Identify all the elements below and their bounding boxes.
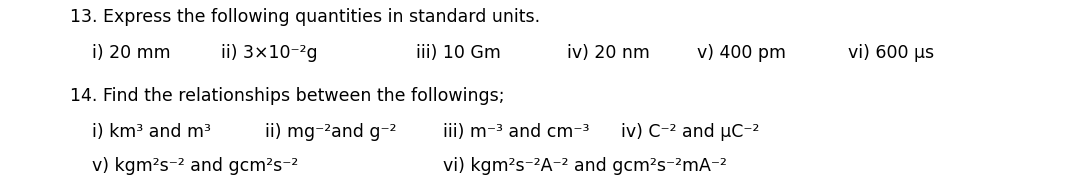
Text: v) 400 pm: v) 400 pm (697, 44, 785, 62)
Text: iii) m⁻³ and cm⁻³: iii) m⁻³ and cm⁻³ (443, 123, 590, 141)
Text: i) 20 mm: i) 20 mm (92, 44, 171, 62)
Text: vi) kgm²s⁻²A⁻² and gcm²s⁻²mA⁻²: vi) kgm²s⁻²A⁻² and gcm²s⁻²mA⁻² (443, 157, 727, 175)
Text: 14. Find the relationships between the followings;: 14. Find the relationships between the f… (70, 87, 504, 105)
Text: vi) 600 μs: vi) 600 μs (848, 44, 934, 62)
Text: iv) 20 nm: iv) 20 nm (567, 44, 650, 62)
Text: iii) 10 Gm: iii) 10 Gm (416, 44, 501, 62)
Text: ii) 3×10⁻²g: ii) 3×10⁻²g (221, 44, 318, 62)
Text: v) kgm²s⁻² and gcm²s⁻²: v) kgm²s⁻² and gcm²s⁻² (92, 157, 298, 175)
Text: i) km³ and m³: i) km³ and m³ (92, 123, 211, 141)
Text: 13. Express the following quantities in standard units.: 13. Express the following quantities in … (70, 8, 540, 26)
Text: ii) mg⁻²and g⁻²: ii) mg⁻²and g⁻² (265, 123, 396, 141)
Text: iv) C⁻² and μC⁻²: iv) C⁻² and μC⁻² (621, 123, 759, 141)
